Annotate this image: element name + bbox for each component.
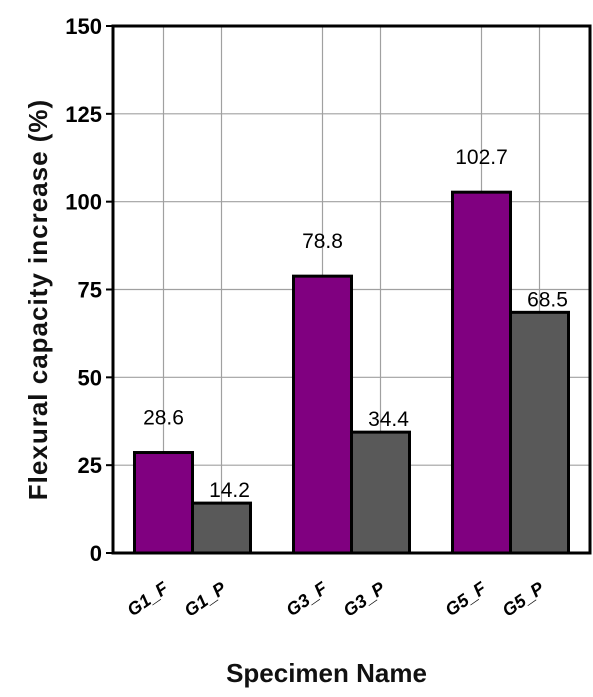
x-tick-label: G1_F [123,577,172,620]
bar-g1-f [133,451,194,555]
data-label: 78.8 [302,230,343,253]
data-label: 14.2 [209,479,250,502]
y-tick-label: 150 [65,14,102,39]
bar-g1-p [191,501,252,555]
y-axis-title: Flexural capacity increase (%) [23,99,53,500]
bar-g3-p [350,430,411,555]
x-tick-label: G1_P [181,577,231,620]
bars [133,190,570,555]
bar-g5-f [451,190,512,555]
y-tick-label: 75 [78,278,102,303]
x-tick-label: G3_F [282,577,331,620]
data-label: 28.6 [143,407,184,430]
y-tick-label: 125 [65,102,102,127]
y-tick-label: 100 [65,190,102,215]
y-axis-ticks: 0 25 50 75 100 125 150 [65,14,113,566]
y-tick-label: 50 [78,365,102,390]
y-tick-label: 25 [78,453,102,478]
x-tick-label: G5_F [441,577,490,620]
bar-g3-f [292,274,353,555]
x-axis-title: Specimen Name [226,658,427,688]
x-axis-tick-labels: G1_F G1_P G3_F G3_P G5_F G5_P [123,577,548,620]
bar-g5-p [509,310,570,555]
data-labels: 28.6 14.2 78.8 34.4 102.7 68.5 [143,146,568,502]
y-tick-label: 0 [90,541,102,566]
data-label: 34.4 [368,408,409,431]
x-tick-label: G5_P [499,577,549,620]
data-label: 68.5 [527,288,568,311]
data-label: 102.7 [455,146,508,169]
x-tick-label: G3_P [340,577,390,620]
